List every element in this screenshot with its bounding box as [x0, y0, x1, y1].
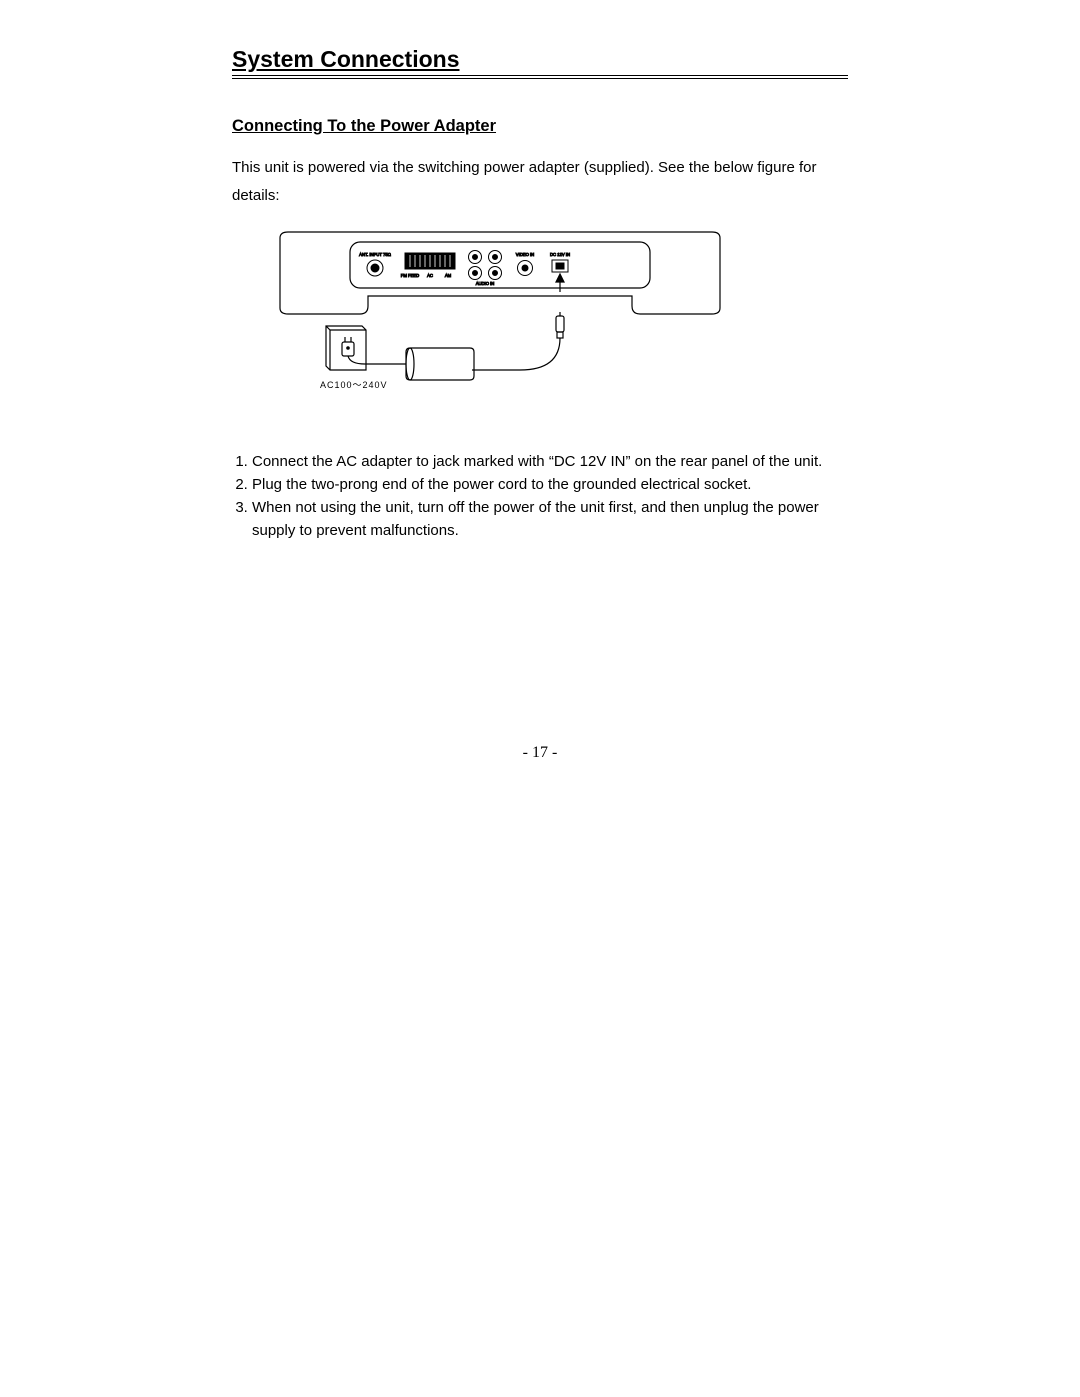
label-ant: ANT. INPUT 75Ω [359, 252, 391, 257]
intro-paragraph: This unit is powered via the switching p… [232, 154, 848, 210]
label-ac: AC [427, 273, 433, 278]
label-ac-voltage: AC100～240V [320, 380, 388, 390]
connection-figure: ANT. INPUT 75Ω FM FEED AC AM [260, 230, 848, 420]
instruction-step: Connect the AC adapter to jack marked wi… [252, 450, 848, 473]
instruction-step: When not using the unit, turn off the po… [252, 496, 848, 542]
power-adapter-diagram: ANT. INPUT 75Ω FM FEED AC AM [260, 230, 730, 415]
subsection-heading: Connecting To the Power Adapter [232, 117, 848, 136]
label-fm: FM FEED [401, 273, 419, 278]
manual-page: System Connections Connecting To the Pow… [0, 0, 1080, 1397]
label-video: VIDEO IN [516, 252, 534, 257]
section-title: System Connections [232, 46, 460, 73]
instruction-step: Plug the two-prong end of the power cord… [252, 473, 848, 496]
label-audio: AUDIO IN [476, 281, 495, 286]
instruction-list: Connect the AC adapter to jack marked wi… [232, 450, 848, 542]
page-number: - 17 - [0, 744, 1080, 762]
label-dc: DC 12V IN [550, 252, 570, 257]
section-title-row: System Connections [232, 46, 848, 79]
label-am: AM [445, 273, 452, 278]
